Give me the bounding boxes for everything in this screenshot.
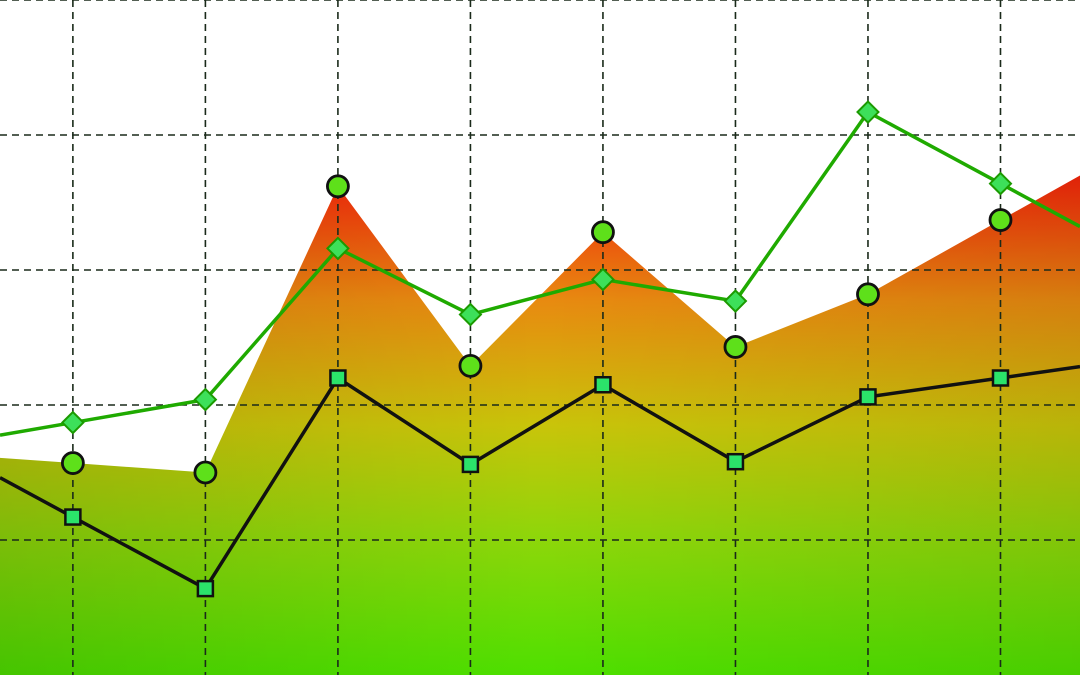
point-circle xyxy=(60,451,85,475)
point-diamond xyxy=(723,289,748,313)
point-diamond xyxy=(988,171,1013,196)
series-line-square xyxy=(0,364,1080,591)
point-diamond xyxy=(591,267,615,292)
point-diamond xyxy=(458,302,483,327)
area-shade xyxy=(0,175,1080,675)
point-circle xyxy=(988,208,1013,232)
point-circle xyxy=(591,220,615,245)
point-square xyxy=(726,452,745,471)
point-circle xyxy=(193,460,218,485)
point-square xyxy=(461,455,480,474)
point-circle xyxy=(458,353,483,378)
series-line-diamond xyxy=(0,110,1080,437)
point-square xyxy=(329,369,347,387)
point-diamond xyxy=(60,410,85,435)
point-square xyxy=(64,508,82,526)
point-square xyxy=(196,579,215,598)
point-diamond xyxy=(856,100,880,124)
point-circle xyxy=(723,335,748,359)
point-diamond xyxy=(325,236,350,261)
point-circle xyxy=(856,282,880,307)
point-square xyxy=(594,376,612,394)
point-square xyxy=(991,369,1010,387)
point-diamond xyxy=(193,387,218,412)
point-square xyxy=(859,388,877,406)
chart-series xyxy=(0,100,1080,598)
chart-area-fill xyxy=(0,175,1080,675)
point-circle xyxy=(326,174,350,199)
